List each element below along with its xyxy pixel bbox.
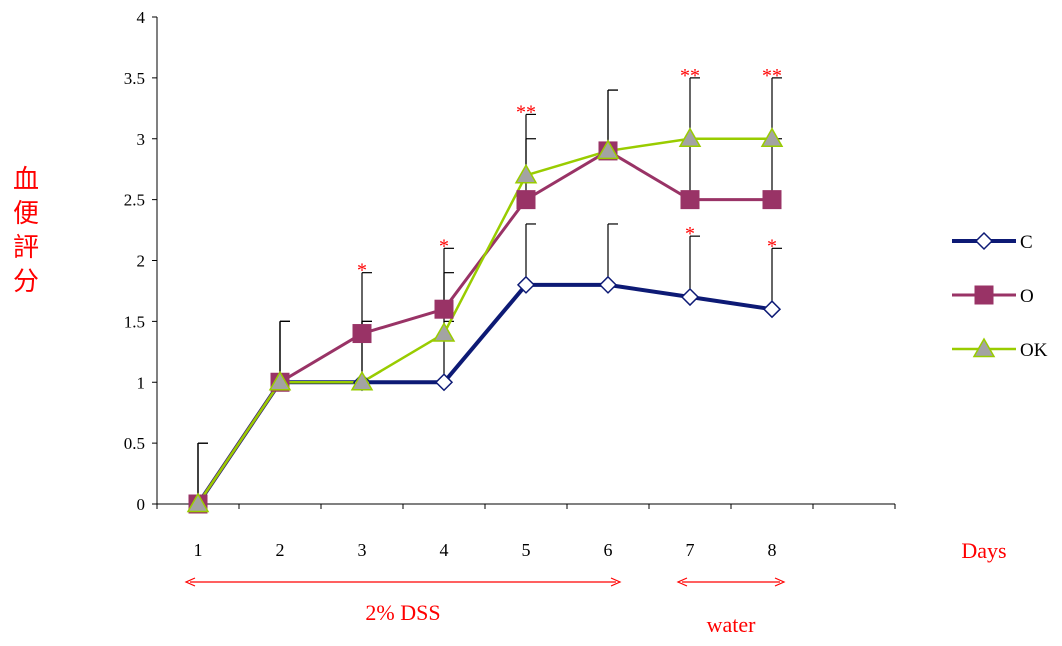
y-tick-label: 3.5 [124,69,145,88]
data-point-ok [186,492,210,513]
data-point-o [352,324,372,344]
x-tick-label: 1 [194,540,203,560]
data-point-o [434,299,454,319]
y-tick-label: 3 [137,130,146,149]
significance-marker: * [357,260,367,282]
period-arrow-head-left [676,577,688,587]
series-line-c [196,282,773,506]
annotations-group: **********2% DSS water [184,65,786,637]
data-point-c [680,287,700,307]
data-point-o [680,190,700,210]
y-tick-label: 1 [137,373,146,392]
legend: C O OK [952,231,1048,361]
legend-marker-c [974,231,994,251]
significance-marker: ** [516,101,536,123]
significance-marker: * [685,223,695,245]
y-axis-label-char: 評 [13,233,39,262]
data-point-o [762,190,782,210]
y-axis-label-char: 分 [13,267,39,296]
legend-marker-o [974,285,994,305]
data-point-c [762,300,782,319]
data-point-ok [678,127,702,147]
period-arrow-head-left [184,577,196,587]
y-axis-label: 血便評分 [13,165,39,296]
period-arrow-head-right [774,577,786,587]
x-tick-label: 5 [522,540,531,560]
axes-group: 0 0.5 1 1.5 2 2.5 3 3.5 4 1 2 3 4 5 6 7 8 [124,8,896,560]
data-point-c [598,275,618,294]
x-tick-label: 8 [768,540,777,560]
significance-marker: * [767,235,777,257]
legend-marker-ok [972,337,996,358]
y-tick-label: 0 [137,495,146,514]
data-point-ok [596,139,620,160]
axis-labels-group: 血便評分 Days [13,165,1007,563]
series-line-ok [196,137,772,505]
y-tick-label: 2.5 [124,191,145,210]
significance-marker: * [439,235,449,257]
significance-marker: ** [680,65,700,87]
x-tick-label: 4 [440,540,449,560]
data-point-ok [760,127,784,147]
x-tick-label: 6 [604,540,613,560]
y-axis-label-char: 血 [13,165,39,194]
markers-group [186,127,784,514]
y-tick-label: 1.5 [124,312,145,331]
period-label: 2% DSS [365,600,440,625]
x-tick-label: 3 [358,540,367,560]
data-point-ok [432,322,456,342]
legend-label-ok: OK [1020,340,1048,361]
significance-marker: ** [762,65,782,87]
data-point-c [434,373,454,392]
legend-label-c: C [1020,232,1033,253]
series-lines-group [196,137,773,506]
y-tick-label: 4 [137,8,146,27]
period-arrow-head-right [610,577,622,587]
y-tick-label: 2 [137,252,146,271]
period-label: water [707,612,757,637]
data-point-ok [268,370,292,391]
legend-label-o: O [1020,286,1034,307]
x-tick-label: 2 [276,540,285,560]
y-tick-label: 0.5 [124,434,145,453]
data-point-ok [350,370,374,391]
x-axis-label: Days [961,538,1006,563]
data-point-c [516,275,536,294]
data-point-o [516,190,536,210]
data-point-ok [514,163,538,184]
x-tick-label: 7 [686,540,695,560]
y-axis-label-char: 便 [13,199,39,228]
